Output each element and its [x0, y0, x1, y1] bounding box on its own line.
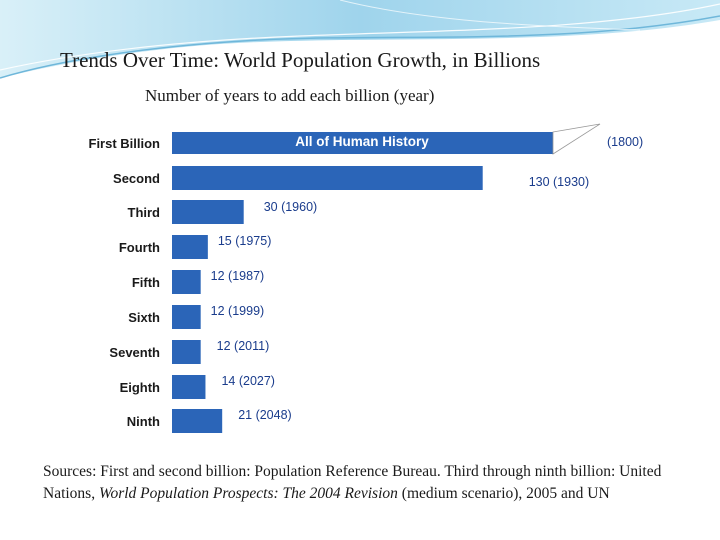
category-label-first-billion: First Billion — [89, 136, 161, 151]
header-swoosh-decoration — [0, 0, 720, 79]
value-label-seventh: 12 (2011) — [217, 339, 270, 353]
bar-first-billion — [172, 132, 553, 154]
bar-eighth — [172, 375, 206, 399]
chart-subtitle: Number of years to add each billion (yea… — [145, 86, 435, 105]
category-label-sixth: Sixth — [128, 310, 160, 325]
bar-second — [172, 166, 483, 190]
bar-seventh — [172, 340, 201, 364]
bar-break-first-billion — [552, 123, 601, 155]
category-label-fourth: Fourth — [119, 240, 160, 255]
bar-fourth — [172, 235, 208, 259]
bar-text-first-billion: All of Human History — [295, 134, 429, 149]
bar-third — [172, 200, 244, 224]
bar-fifth — [172, 270, 201, 294]
category-label-fifth: Fifth — [132, 275, 160, 290]
sources-note: Sources: First and second billion: Popul… — [43, 461, 683, 505]
bar-sixth — [172, 305, 201, 329]
value-label-first-billion: (1800) — [607, 135, 643, 149]
bar-ninth — [172, 409, 223, 433]
value-label-ninth: 21 (2048) — [238, 408, 292, 422]
value-label-second: 130 (1930) — [529, 175, 589, 189]
category-label-third: Third — [128, 205, 161, 220]
value-label-fourth: 15 (1975) — [218, 234, 272, 248]
value-label-fifth: 12 (1987) — [211, 269, 265, 283]
category-label-eighth: Eighth — [120, 380, 160, 395]
sources-publication: World Population Prospects: The 2004 Rev… — [98, 485, 398, 502]
category-label-seventh: Seventh — [109, 345, 160, 360]
value-label-eighth: 14 (2027) — [221, 374, 275, 388]
value-label-sixth: 12 (1999) — [211, 304, 265, 318]
category-label-ninth: Ninth — [127, 414, 160, 429]
sources-text-end: (medium scenario), 2005 and UN — [397, 485, 610, 502]
sources-text: Sources: First and second billion: Popul… — [43, 463, 662, 502]
category-label-second: Second — [113, 171, 160, 186]
value-label-third: 30 (1960) — [264, 200, 318, 214]
page-title: Trends Over Time: World Population Growt… — [60, 48, 541, 72]
